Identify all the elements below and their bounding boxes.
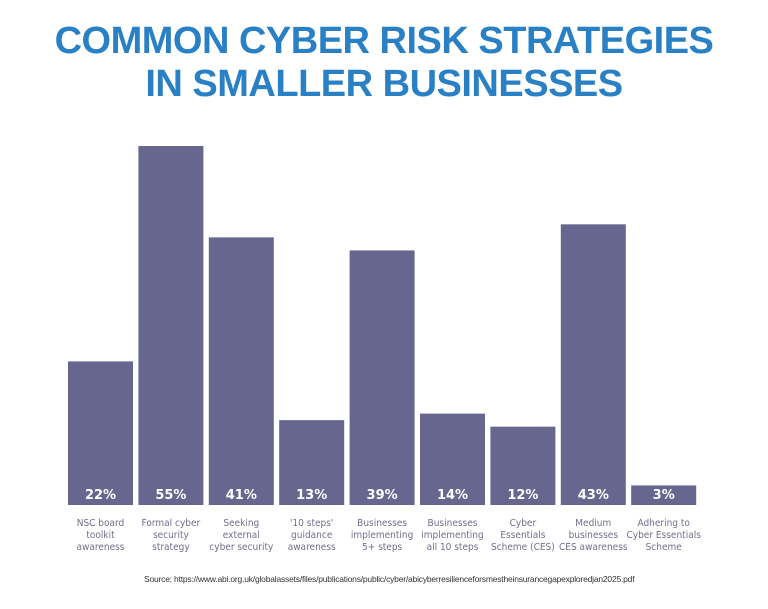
category-label: security — [153, 530, 190, 541]
bar — [631, 485, 697, 505]
category-label: Essentials — [500, 530, 545, 541]
category-label: NSC board — [77, 518, 125, 529]
category-label: awareness — [288, 542, 336, 553]
category-label: external — [223, 530, 260, 541]
category-label: awareness — [76, 542, 124, 553]
bar — [349, 250, 415, 505]
title-line-1: COMMON CYBER RISK STRATEGIES — [54, 20, 714, 62]
title-line-2: IN SMALLER BUSINESSES — [145, 63, 623, 105]
data-label: 22% — [85, 488, 116, 503]
category-label: implementing — [351, 530, 413, 541]
category-label: Medium — [575, 518, 611, 529]
bar — [68, 361, 133, 505]
data-label: 39% — [367, 488, 398, 503]
category-label: Businesses — [428, 518, 478, 529]
category-label: cyber security — [209, 542, 274, 553]
category-label: Formal cyber — [142, 518, 201, 529]
bar — [279, 420, 345, 505]
bar — [208, 237, 274, 505]
bar — [490, 426, 556, 505]
category-label: 5+ steps — [362, 542, 403, 553]
category-label: Scheme (CES) — [491, 542, 555, 553]
category-label: Scheme — [646, 542, 683, 553]
data-label: 43% — [578, 488, 609, 503]
category-label: businesses — [569, 530, 619, 541]
source-note: Source: https://www.abi.org.uk/globalass… — [144, 574, 635, 584]
category-label: Seeking — [223, 518, 259, 529]
category-label: Businesses — [357, 518, 407, 529]
category-label: Cyber Essentials — [626, 530, 701, 541]
data-label: 14% — [437, 488, 468, 503]
data-label: 41% — [226, 488, 257, 503]
chart-title: COMMON CYBER RISK STRATEGIES IN SMALLER … — [0, 20, 768, 106]
data-label: 13% — [296, 488, 327, 503]
category-label: CES awareness — [559, 542, 628, 553]
bar — [560, 224, 626, 505]
bar — [420, 413, 485, 505]
data-label: 3% — [653, 488, 675, 503]
category-label: implementing — [421, 530, 483, 541]
category-label: guidance — [291, 530, 333, 541]
category-label: toolkit — [86, 530, 115, 541]
bar — [138, 146, 204, 505]
category-label: strategy — [152, 542, 190, 553]
category-label: Adhering to — [637, 518, 690, 529]
category-label: all 10 steps — [427, 542, 479, 553]
category-label: '10 steps' — [290, 518, 333, 529]
category-label: Cyber — [510, 518, 537, 529]
data-label: 55% — [155, 488, 186, 503]
data-label: 12% — [507, 488, 538, 503]
